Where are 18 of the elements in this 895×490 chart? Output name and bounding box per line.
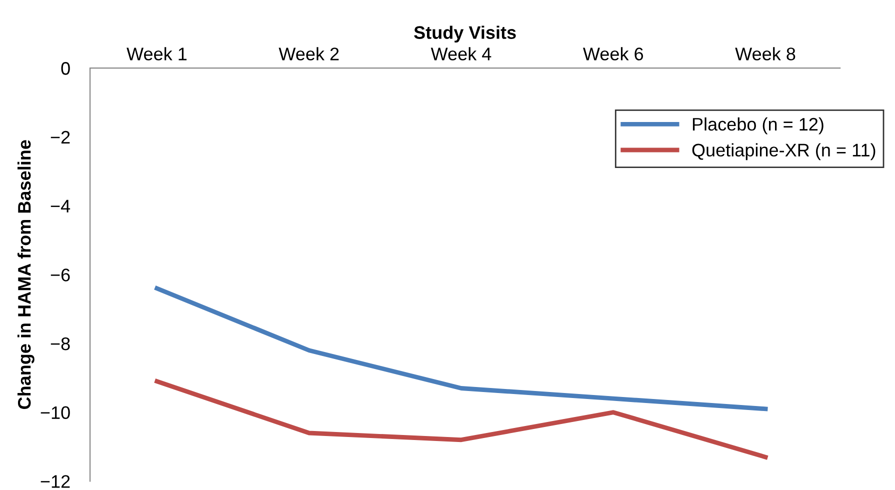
y-axis-title: Change in HAMA from Baseline <box>18 140 34 409</box>
line-series <box>154 379 768 460</box>
x-tick-label: Week 4 <box>430 47 492 60</box>
y-tick-label: −12 <box>40 475 70 488</box>
y-tick-label: −10 <box>40 406 70 420</box>
legend-label: Quetiapine-XR (n = 11) <box>692 143 876 160</box>
line-series <box>154 286 768 412</box>
y-tick-label: −6 <box>50 268 70 282</box>
x-tick-label: Week 6 <box>583 47 644 60</box>
legend-label: Placebo (n = 12) <box>692 117 824 134</box>
y-tick-label: −4 <box>50 200 70 212</box>
y-tick-label: 0 <box>61 62 70 75</box>
y-tick-label: −8 <box>50 337 70 350</box>
x-axis-title: Study Visits <box>414 26 516 43</box>
x-tick-label: Week 8 <box>735 47 796 60</box>
x-tick-label: Week 2 <box>278 47 339 60</box>
y-tick-label: −2 <box>50 130 70 144</box>
x-tick-label: Week 1 <box>126 47 187 60</box>
